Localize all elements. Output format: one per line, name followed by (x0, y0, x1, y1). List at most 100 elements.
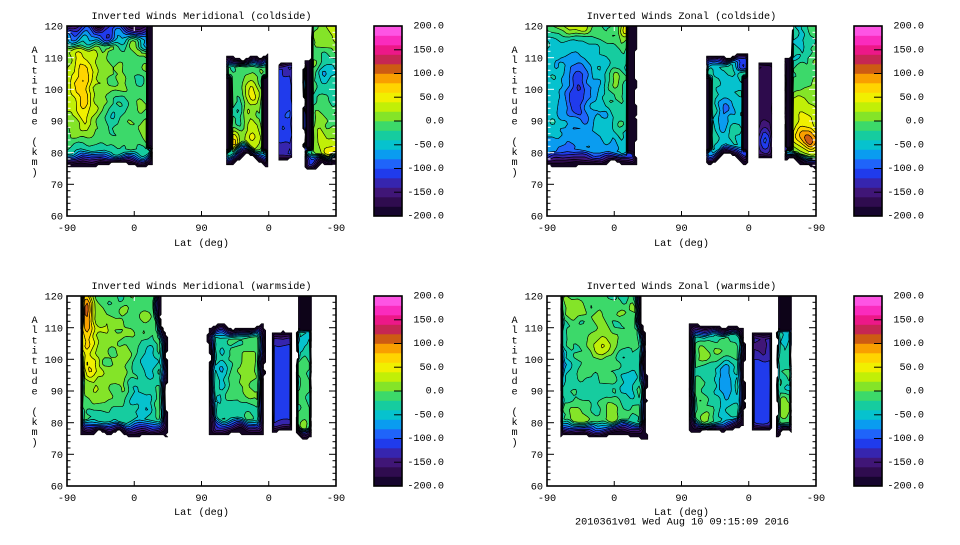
svg-text:150.0: 150.0 (413, 315, 444, 326)
svg-text:Lat (deg): Lat (deg) (174, 238, 229, 250)
svg-text:0: 0 (746, 224, 752, 235)
svg-text:-100.0: -100.0 (887, 164, 924, 175)
svg-text:e: e (511, 117, 517, 128)
svg-text:k: k (31, 417, 37, 429)
svg-text:-90: -90 (807, 494, 825, 505)
svg-text:60: 60 (531, 483, 543, 494)
svg-text:Inverted Winds Meridional (col: Inverted Winds Meridional (coldside) (91, 11, 311, 23)
svg-text:110: 110 (525, 324, 543, 335)
svg-text:-150.0: -150.0 (407, 458, 444, 469)
svg-text:): ) (511, 437, 517, 449)
svg-text:70: 70 (51, 181, 63, 192)
svg-text:120: 120 (45, 293, 63, 304)
svg-text:120: 120 (525, 23, 543, 34)
svg-text:A: A (31, 316, 38, 327)
svg-text:-90: -90 (538, 494, 556, 505)
svg-text:-100.0: -100.0 (407, 164, 444, 175)
svg-text:): ) (511, 167, 517, 179)
svg-text:0: 0 (611, 224, 617, 235)
svg-text:100.0: 100.0 (413, 69, 444, 80)
svg-text:-200.0: -200.0 (887, 482, 924, 493)
svg-text:100: 100 (45, 356, 63, 367)
svg-text:t: t (31, 357, 37, 368)
svg-text:i: i (31, 346, 37, 358)
svg-text:50.0: 50.0 (900, 363, 924, 374)
svg-text:100.0: 100.0 (893, 339, 924, 350)
svg-text:90: 90 (675, 224, 687, 235)
svg-text:90: 90 (531, 118, 543, 129)
svg-text:2010361v01 Wed Aug 10 09:15:09: 2010361v01 Wed Aug 10 09:15:09 2016 (575, 517, 789, 529)
svg-text:150.0: 150.0 (413, 45, 444, 56)
svg-text:-50.0: -50.0 (893, 140, 924, 151)
svg-text:): ) (31, 167, 37, 179)
svg-text:A: A (511, 316, 518, 327)
svg-text:100: 100 (525, 86, 543, 97)
svg-text:-90: -90 (807, 224, 825, 235)
svg-text:l: l (31, 55, 37, 67)
svg-text:-50.0: -50.0 (413, 140, 444, 151)
svg-text:-90: -90 (327, 494, 345, 505)
svg-text:0: 0 (131, 494, 137, 505)
svg-text:110: 110 (525, 54, 543, 65)
svg-text:m: m (511, 428, 517, 439)
svg-text:l: l (511, 55, 517, 67)
svg-text:Lat (deg): Lat (deg) (654, 507, 709, 519)
svg-text:l: l (511, 325, 517, 337)
svg-text:A: A (31, 46, 38, 57)
svg-text:t: t (511, 87, 517, 98)
svg-text:k: k (511, 147, 517, 159)
svg-text:0: 0 (266, 494, 272, 505)
svg-text:100: 100 (45, 86, 63, 97)
svg-text:(: ( (511, 137, 517, 149)
svg-text:u: u (31, 367, 37, 378)
svg-text:0: 0 (131, 224, 137, 235)
svg-text:-100.0: -100.0 (407, 434, 444, 445)
svg-text:Inverted Winds Meridional (war: Inverted Winds Meridional (warmside) (91, 281, 311, 293)
svg-text:100: 100 (525, 356, 543, 367)
svg-text:k: k (511, 417, 517, 429)
svg-text:u: u (511, 97, 517, 108)
svg-text:80: 80 (531, 149, 543, 160)
svg-text:i: i (31, 76, 37, 88)
svg-text:0: 0 (266, 224, 272, 235)
svg-text:(: ( (511, 407, 517, 419)
svg-text:e: e (31, 117, 37, 128)
svg-text:200.0: 200.0 (893, 22, 924, 33)
svg-text:-100.0: -100.0 (887, 434, 924, 445)
svg-text:t: t (511, 336, 517, 347)
svg-text:200.0: 200.0 (893, 292, 924, 303)
svg-text:70: 70 (531, 181, 543, 192)
svg-text:90: 90 (675, 494, 687, 505)
svg-text:-150.0: -150.0 (407, 188, 444, 199)
svg-text:0: 0 (611, 494, 617, 505)
svg-text:): ) (31, 437, 37, 449)
svg-text:l: l (31, 325, 37, 337)
svg-text:Inverted Winds Zonal (warmside: Inverted Winds Zonal (warmside) (587, 281, 777, 293)
svg-text:u: u (511, 367, 517, 378)
svg-text:A: A (511, 46, 518, 57)
svg-text:(: ( (31, 137, 37, 149)
svg-text:Inverted Winds Zonal (coldside: Inverted Winds Zonal (coldside) (587, 11, 777, 23)
svg-text:-90: -90 (327, 224, 345, 235)
svg-text:100.0: 100.0 (413, 339, 444, 350)
svg-text:60: 60 (531, 213, 543, 224)
svg-text:90: 90 (195, 494, 207, 505)
svg-text:m: m (511, 158, 517, 169)
svg-text:90: 90 (51, 118, 63, 129)
svg-text:e: e (511, 387, 517, 398)
svg-text:t: t (31, 87, 37, 98)
svg-text:-200.0: -200.0 (887, 212, 924, 223)
svg-text:d: d (511, 376, 517, 388)
svg-text:m: m (31, 158, 37, 169)
svg-text:-150.0: -150.0 (887, 188, 924, 199)
svg-text:t: t (31, 336, 37, 347)
svg-text:k: k (31, 147, 37, 159)
svg-text:Lat (deg): Lat (deg) (654, 238, 709, 250)
svg-text:Lat (deg): Lat (deg) (174, 507, 229, 519)
svg-text:-50.0: -50.0 (893, 410, 924, 421)
svg-text:i: i (511, 76, 517, 88)
svg-text:90: 90 (195, 224, 207, 235)
svg-text:200.0: 200.0 (413, 22, 444, 33)
svg-text:120: 120 (525, 293, 543, 304)
svg-text:i: i (511, 346, 517, 358)
